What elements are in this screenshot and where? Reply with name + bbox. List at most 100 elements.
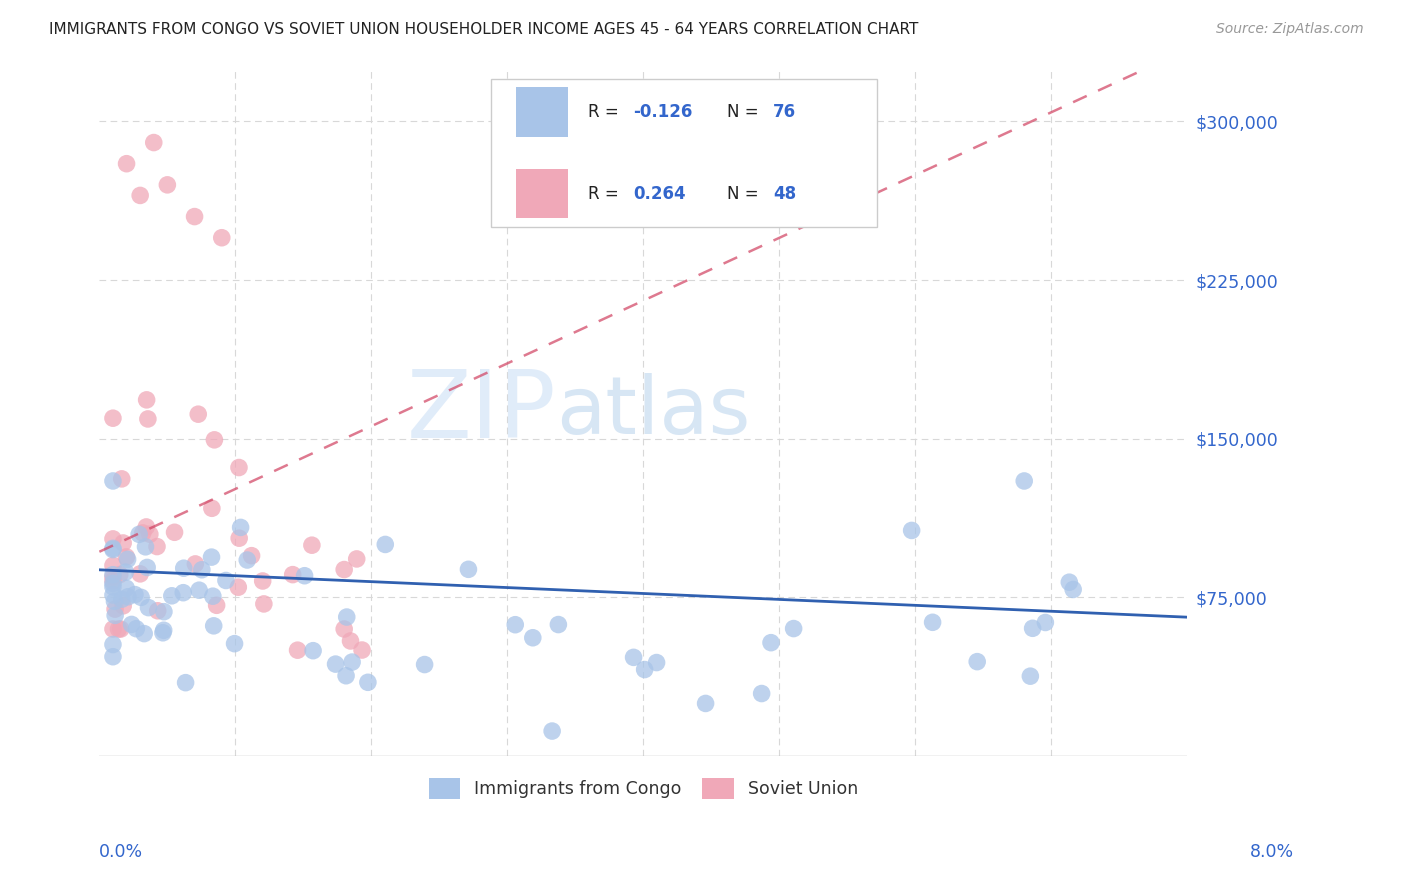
Point — [202, 433, 225, 447]
Text: atlas: atlas — [557, 373, 751, 451]
Point — [301, 538, 323, 552]
Point — [201, 589, 224, 603]
Point — [129, 188, 152, 202]
Point — [152, 625, 174, 640]
Point — [229, 520, 252, 534]
Point — [202, 619, 225, 633]
Point — [228, 460, 250, 475]
Point — [374, 537, 396, 551]
Point — [104, 608, 127, 623]
Point — [111, 592, 134, 607]
Point — [547, 617, 569, 632]
Text: 0.264: 0.264 — [634, 185, 686, 202]
Text: R =: R = — [588, 185, 624, 202]
Point — [921, 615, 943, 630]
Point — [1035, 615, 1057, 630]
Point — [138, 600, 160, 615]
FancyBboxPatch shape — [491, 78, 877, 227]
Point — [503, 617, 526, 632]
Point — [623, 650, 645, 665]
Point — [156, 178, 179, 192]
Point — [184, 557, 207, 571]
Point — [287, 643, 309, 657]
Point — [135, 520, 157, 534]
Point — [114, 565, 136, 579]
Point — [101, 570, 124, 584]
Text: 48: 48 — [773, 185, 796, 202]
Point — [146, 540, 169, 554]
Point — [115, 581, 138, 595]
Point — [136, 560, 159, 574]
Point — [101, 622, 124, 636]
Text: ZIP: ZIP — [406, 367, 557, 458]
Point — [751, 687, 773, 701]
Point — [226, 580, 249, 594]
Point — [163, 525, 186, 540]
Point — [240, 549, 263, 563]
Point — [134, 626, 156, 640]
FancyBboxPatch shape — [516, 169, 568, 219]
Point — [174, 675, 197, 690]
Point — [110, 622, 132, 636]
Point — [112, 599, 135, 613]
Point — [115, 549, 138, 564]
Point — [142, 136, 165, 150]
Point — [339, 634, 361, 648]
Text: N =: N = — [727, 103, 763, 120]
Text: R =: R = — [588, 103, 624, 120]
Point — [101, 574, 124, 588]
Point — [153, 605, 176, 619]
Point — [228, 531, 250, 545]
Point — [340, 655, 363, 669]
Point — [101, 580, 124, 594]
Point — [224, 637, 246, 651]
Point — [1019, 669, 1042, 683]
Point — [107, 622, 129, 636]
Point — [111, 472, 134, 486]
Point — [782, 622, 804, 636]
Point — [188, 583, 211, 598]
Point — [173, 561, 195, 575]
Text: N =: N = — [727, 185, 763, 202]
Point — [104, 602, 127, 616]
Point — [101, 649, 124, 664]
Point — [191, 563, 214, 577]
Point — [253, 597, 276, 611]
Point — [352, 643, 374, 657]
Point — [101, 542, 124, 557]
Point — [108, 567, 131, 582]
Point — [211, 231, 233, 245]
Text: 8.0%: 8.0% — [1250, 843, 1294, 861]
Point — [117, 552, 139, 566]
Point — [252, 574, 274, 588]
Point — [103, 594, 125, 608]
Point — [215, 574, 238, 588]
Point — [101, 576, 124, 591]
Point — [325, 657, 347, 672]
Point — [146, 604, 169, 618]
Point — [132, 525, 155, 540]
Text: -0.126: -0.126 — [634, 103, 693, 120]
Point — [335, 669, 357, 683]
Point — [117, 590, 139, 604]
Point — [124, 588, 146, 602]
Point — [101, 532, 124, 546]
Point — [294, 568, 316, 582]
Point — [152, 624, 174, 638]
Text: 0.0%: 0.0% — [98, 843, 142, 861]
Point — [302, 643, 325, 657]
Point — [183, 210, 205, 224]
Text: 76: 76 — [773, 103, 796, 120]
Point — [101, 638, 124, 652]
Point — [541, 724, 564, 739]
Point — [695, 697, 717, 711]
Point — [900, 524, 922, 538]
Point — [136, 412, 159, 426]
Point — [966, 655, 988, 669]
Point — [1062, 582, 1084, 597]
Point — [101, 474, 124, 488]
Point — [457, 562, 479, 576]
Point — [1021, 621, 1043, 635]
Point — [134, 540, 156, 554]
Point — [125, 622, 148, 636]
